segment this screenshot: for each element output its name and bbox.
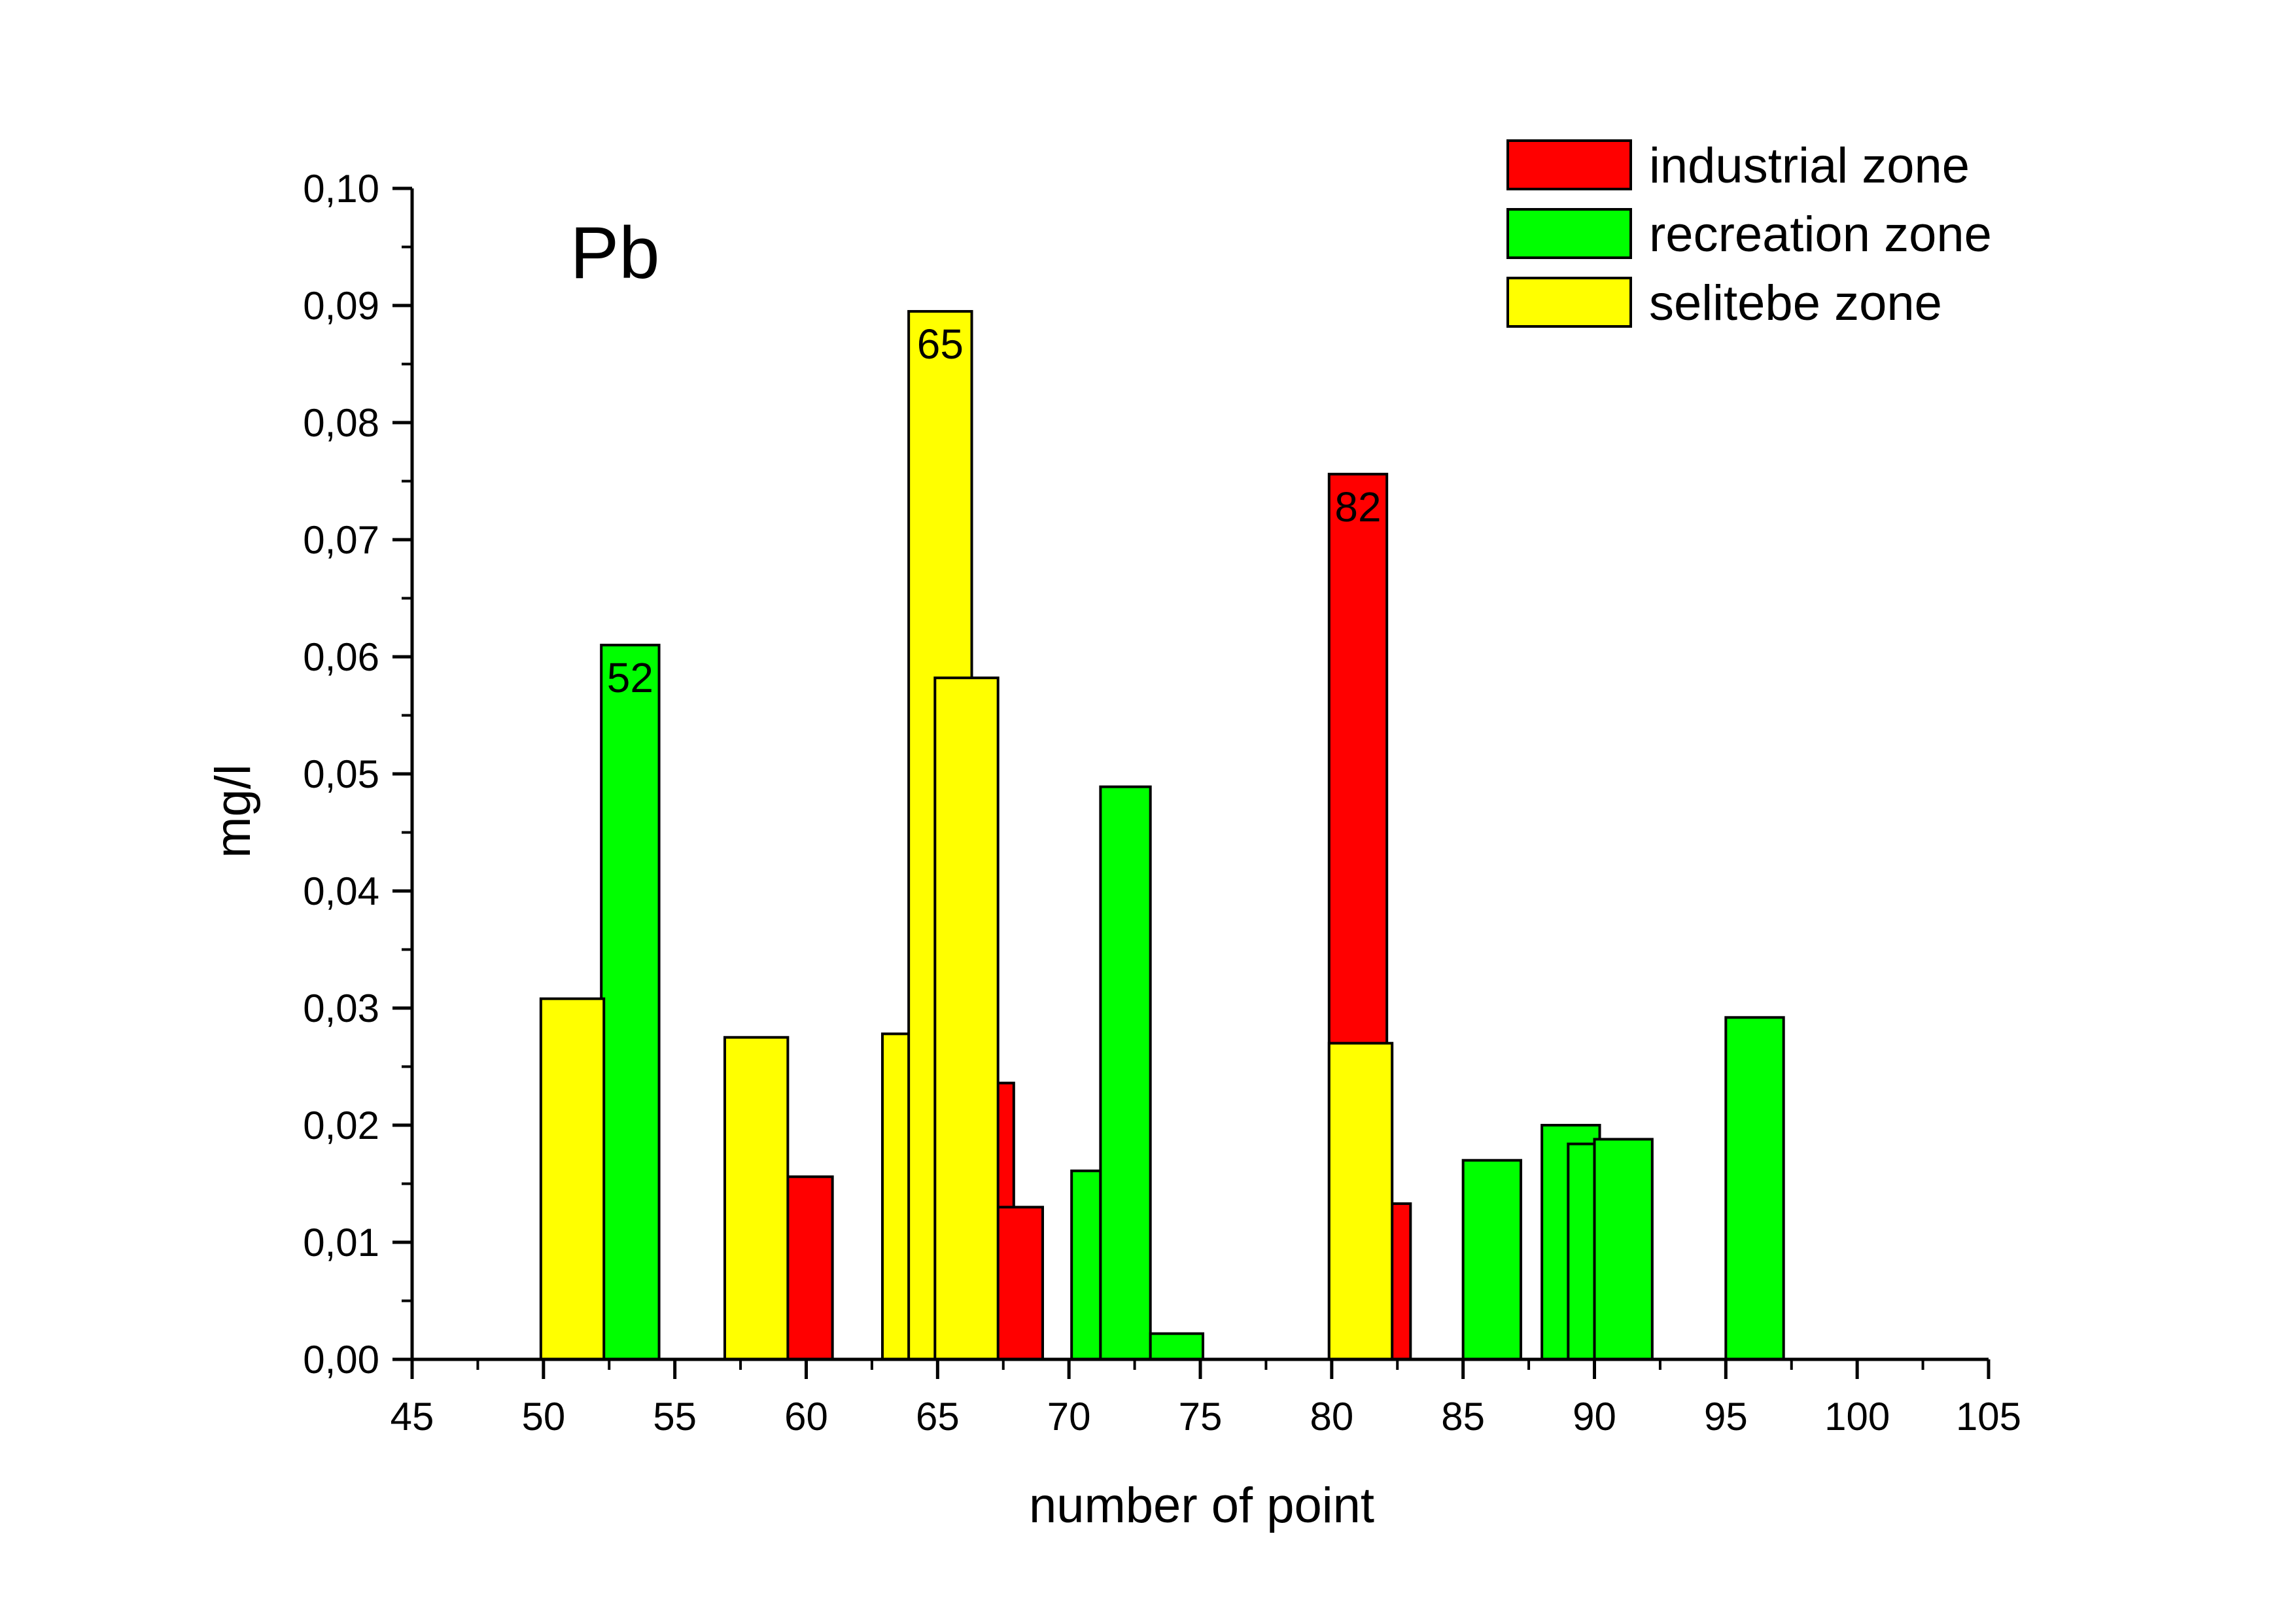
bar-selitebe-zone-2 bbox=[880, 1032, 913, 1361]
y-tick-label: 0,04 bbox=[303, 869, 379, 913]
axes-layer: 45 50 55 60 65 70 75 80 85 90 95 100 105 0,00 0,01 0,02… bbox=[303, 167, 2021, 1439]
legend-label-recreation-zone: recreation zone bbox=[1649, 207, 1992, 262]
x-tick-label: 80 bbox=[1310, 1395, 1353, 1439]
bar-selitebe-zone-0 bbox=[539, 997, 606, 1361]
y-tick-label: 0,02 bbox=[303, 1104, 379, 1147]
x-tick-label: 90 bbox=[1573, 1395, 1616, 1439]
legend-label-industrial-zone: industrial zone bbox=[1649, 138, 1970, 194]
bar-labels-layer: 82 52 65 bbox=[607, 321, 1382, 701]
x-tick-label: 105 bbox=[1956, 1395, 2021, 1439]
bar-selitebe-zone-5 bbox=[1327, 1041, 1394, 1361]
bar-selitebe-zone-1 bbox=[723, 1036, 790, 1361]
bar-recreation-zone-4 bbox=[1461, 1159, 1523, 1361]
bar-selitebe-zone-4 bbox=[933, 676, 1000, 1361]
x-tick-label: 50 bbox=[521, 1395, 565, 1439]
x-axis-label: number of point bbox=[1029, 1478, 1374, 1533]
x-tick-label: 65 bbox=[916, 1395, 960, 1439]
y-tick-label: 0,00 bbox=[303, 1338, 379, 1382]
bar-industrial-zone-0 bbox=[784, 1175, 834, 1361]
y-tick-label: 0,10 bbox=[303, 167, 379, 211]
y-axis-label: mg/l bbox=[205, 764, 261, 858]
bar-recreation-zone-8 bbox=[1724, 1016, 1785, 1361]
x-tick-label: 100 bbox=[1824, 1395, 1890, 1439]
x-tick-label: 85 bbox=[1441, 1395, 1485, 1439]
x-tick-label: 55 bbox=[653, 1395, 697, 1439]
legend-swatch-selitebe-zone bbox=[1506, 277, 1632, 328]
bar-data-label-selitebe-zone-3: 65 bbox=[917, 321, 964, 368]
x-tick-label: 75 bbox=[1179, 1395, 1223, 1439]
y-tick-label: 0,08 bbox=[303, 401, 379, 445]
x-tick-label: 45 bbox=[391, 1395, 434, 1439]
bar-industrial-zone-2 bbox=[994, 1206, 1044, 1361]
x-tick-label: 70 bbox=[1047, 1395, 1091, 1439]
y-tick-label: 0,09 bbox=[303, 284, 379, 328]
legend-label-selitebe-zone: selitebe zone bbox=[1649, 275, 1942, 331]
bars-layer bbox=[539, 309, 1785, 1361]
bar-recreation-zone-7 bbox=[1593, 1138, 1654, 1361]
bar-recreation-zone-3 bbox=[1149, 1332, 1205, 1361]
y-tick-label: 0,06 bbox=[303, 635, 379, 679]
bar-data-label-industrial-zone-3: 82 bbox=[1334, 483, 1381, 531]
y-tick-label: 0,03 bbox=[303, 986, 379, 1030]
legend-swatch-recreation-zone bbox=[1506, 208, 1632, 259]
y-tick-label: 0,01 bbox=[303, 1221, 379, 1265]
legend: industrial zone recreation zone selitebe z… bbox=[1506, 138, 1992, 331]
bar-recreation-zone-0 bbox=[600, 644, 661, 1361]
y-tick-label: 0,05 bbox=[303, 752, 379, 796]
x-tick-label: 95 bbox=[1704, 1395, 1748, 1439]
bar-recreation-zone-1 bbox=[1070, 1169, 1102, 1361]
legend-swatch-industrial-zone bbox=[1506, 139, 1632, 190]
bar-data-label-recreation-zone-0: 52 bbox=[607, 654, 653, 701]
x-tick-label: 60 bbox=[784, 1395, 828, 1439]
y-tick-label: 0,07 bbox=[303, 518, 379, 562]
chart-title: Pb bbox=[570, 212, 660, 294]
bar-recreation-zone-2 bbox=[1099, 785, 1152, 1361]
